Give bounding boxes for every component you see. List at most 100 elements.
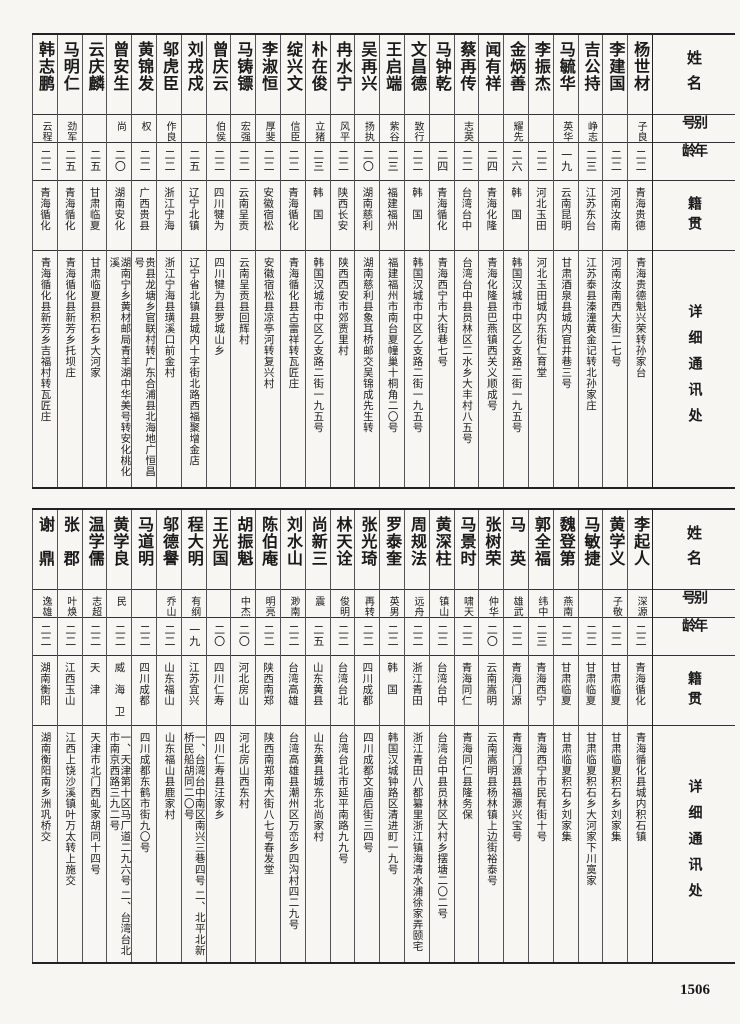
address-cell: 青海循化县新芳乡托坝庄 bbox=[64, 257, 77, 378]
age-cell: 二二 bbox=[231, 143, 256, 181]
age-cell: 二二 bbox=[206, 143, 231, 181]
name-cell: 闻有祥 bbox=[479, 35, 504, 115]
origin-cell: 台湾台中 bbox=[429, 656, 454, 726]
address-cell: 韩国汉城市中区乙支路二街一九五号 bbox=[411, 257, 424, 433]
person-column: 程大明 有纲 一九 江苏宜兴 一、台湾台中南区南兴三巷四号 二、北平北新桥民船胡同二〇号 bbox=[180, 510, 206, 962]
name-cell: 魏登第 bbox=[553, 510, 578, 590]
alias-cell: 民 bbox=[107, 590, 132, 618]
name-cell: 王光国 bbox=[206, 510, 231, 590]
age-cell: 二二 bbox=[628, 143, 652, 181]
person-column: 黄深柱 镇山 二二 台湾台中 台湾台中县员林区大村乡摆塘二〇二号 bbox=[428, 510, 454, 962]
alias-cell: 信臣 bbox=[281, 115, 305, 143]
origin-cell: 甘肃临夏 bbox=[82, 181, 107, 251]
name-cell: 张 郡 bbox=[57, 510, 82, 590]
origin-cell: 安徽宿松 bbox=[256, 181, 281, 251]
alias-cell: 逸雄 bbox=[33, 590, 57, 618]
name-cell: 马敏捷 bbox=[578, 510, 603, 590]
address-cell: 青海化隆县巴燕镇西关义顺成号 bbox=[485, 257, 498, 411]
alias-cell: 志英 bbox=[454, 115, 479, 143]
alias-cell: 再转 bbox=[355, 590, 380, 618]
person-column: 文昌德 致行 二二韩 国韩国汉城市中区乙支路二街一九五号 bbox=[404, 35, 429, 487]
address-cell: 甘肃临夏积石乡刘家集 bbox=[609, 732, 622, 842]
address-cell: 浙江宁海县璜溪口前金村 bbox=[163, 257, 176, 378]
name-cell: 李起人 bbox=[628, 510, 652, 590]
origin-cell: 云南呈贡 bbox=[231, 181, 256, 251]
alias-cell: 致行 bbox=[405, 115, 429, 143]
name-cell: 郭全福 bbox=[529, 510, 553, 590]
name-cell: 黄学义 bbox=[603, 510, 628, 590]
name-cell: 温学儒 bbox=[82, 510, 107, 590]
name-cell: 马道明 bbox=[132, 510, 157, 590]
origin-cell: 河南汝南 bbox=[603, 181, 628, 251]
origin-cell: 湖南慈利 bbox=[355, 181, 380, 251]
alias-cell bbox=[181, 115, 206, 143]
alias-cell bbox=[206, 590, 231, 618]
person-column: 张光琦 再转 二二 四川成都 四川成都文庙后街三四号 bbox=[354, 510, 380, 962]
alias-cell: 子敬 bbox=[603, 590, 628, 618]
alias-cell: 渺南 bbox=[281, 590, 305, 618]
origin-cell: 江西玉山 bbox=[57, 656, 82, 726]
alias-cell: 明亮 bbox=[256, 590, 281, 618]
alias-cell: 扬执 bbox=[355, 115, 380, 143]
alias-cell: 伯侯 bbox=[206, 115, 231, 143]
name-cell: 张树荣 bbox=[479, 510, 504, 590]
name-cell: 邬德譽 bbox=[157, 510, 181, 590]
name-cell: 罗泰奎 bbox=[380, 510, 405, 590]
alias-cell: 宏强 bbox=[231, 115, 256, 143]
origin-cell: 韩 国 bbox=[405, 181, 429, 251]
person-column: 胡振魁 中杰 二〇 河北房山 河北房山西东村 bbox=[230, 510, 256, 962]
alias-cell: 权 bbox=[132, 115, 157, 143]
origin-cell: 陕西南郑 bbox=[256, 656, 281, 726]
alias-cell bbox=[82, 115, 107, 143]
origin-cell: 湖南安化 bbox=[107, 181, 132, 251]
origin-cell: 山东福山 bbox=[157, 656, 181, 726]
person-column: 绽兴文 信臣 二二 青海循化 青海循化县古雷祥转瓦匠庄 bbox=[280, 35, 305, 487]
age-cell: 二二 bbox=[628, 618, 652, 656]
address-cell: 湖南宁乡黄材邮局青羊湖中华美号转安化桃化溪 bbox=[108, 257, 132, 477]
age-cell: 二二 bbox=[553, 618, 578, 656]
age-cell: 二五 bbox=[82, 143, 107, 181]
header-cell: 详细通讯处 bbox=[686, 779, 703, 909]
origin-cell: 江苏东台 bbox=[578, 181, 603, 251]
person-column: 蔡再传 志英 二二 台湾台中 台湾台中县员林区二水乡大丰村八五号 bbox=[453, 35, 479, 487]
address-cell: 陕西南郑南大街八七号春发堂 bbox=[262, 732, 275, 875]
person-column: 曾安生尚二〇 湖南安化 湖南宁乡黄材邮局青羊湖中华美号转安化桃化溪 bbox=[106, 35, 132, 487]
alias-cell: 纬中 bbox=[529, 590, 553, 618]
age-cell: 一九 bbox=[181, 618, 206, 656]
origin-cell: 广西贵县 bbox=[132, 181, 157, 251]
person-column: 邬虎臣 作良 二二 浙江宁海 浙江宁海县璜溪口前金村 bbox=[156, 35, 181, 487]
origin-cell: 韩 国 bbox=[380, 656, 405, 726]
origin-cell: 河北玉田 bbox=[529, 181, 553, 251]
age-cell: 二二 bbox=[82, 618, 107, 656]
age-cell: 二三 bbox=[578, 143, 603, 181]
person-column: 陈伯庵 明亮 二二 陕西南郑 陕西南郑南大街八七号春发堂 bbox=[255, 510, 281, 962]
alias-cell: 劲军 bbox=[57, 115, 82, 143]
address-cell: 一、台湾台中南区南兴三巷四号 二、北平北新桥民船胡同二〇号 bbox=[182, 732, 206, 956]
origin-cell: 韩 国 bbox=[305, 181, 330, 251]
person-column: 罗泰奎 英男 二二韩 国韩国汉城钟路区清进町一九号 bbox=[379, 510, 405, 962]
origin-cell: 威 海 卫 bbox=[107, 656, 132, 726]
alias-cell: 厚斐 bbox=[256, 115, 281, 143]
origin-cell: 青海循化 bbox=[628, 656, 652, 726]
person-column: 邬德譽 乔山 二二 山东福山 山东福山县鹿家村 bbox=[156, 510, 181, 962]
name-cell: 张光琦 bbox=[355, 510, 380, 590]
alias-cell bbox=[479, 115, 504, 143]
name-cell: 杨世材 bbox=[628, 35, 652, 115]
address-cell: 云南呈贡县回辉村 bbox=[237, 257, 250, 345]
person-column: 谢 鼎逸雄 二二 湖南衡阳 湖南衡阳南乡洲巩桥交 bbox=[32, 510, 57, 962]
age-cell: 二二 bbox=[281, 143, 305, 181]
address-cell: 青海循化县古雷祥转瓦匠庄 bbox=[287, 257, 300, 389]
age-cell: 二二 bbox=[132, 618, 157, 656]
name-cell: 冉水宁 bbox=[330, 35, 355, 115]
person-column: 李淑恒 厚斐 二二 安徽宿松 安徽宿松县凉亭河转复兴村 bbox=[255, 35, 281, 487]
name-cell: 吉公持 bbox=[578, 35, 603, 115]
header-cell: 籍贯 bbox=[653, 181, 735, 251]
alias-cell bbox=[529, 115, 553, 143]
origin-cell: 青海贵德 bbox=[628, 181, 652, 251]
address-cell: 河北房山西东村 bbox=[237, 732, 250, 809]
address-cell: 四川犍为县罗城山乡 bbox=[213, 257, 226, 356]
address-cell: 湖南慈利县象耳桥邮交吴锦成先生转 bbox=[361, 257, 374, 433]
origin-cell: 青海西宁 bbox=[529, 656, 553, 726]
page-number: 1506 bbox=[680, 982, 710, 998]
alias-cell: 深源 bbox=[628, 590, 652, 618]
